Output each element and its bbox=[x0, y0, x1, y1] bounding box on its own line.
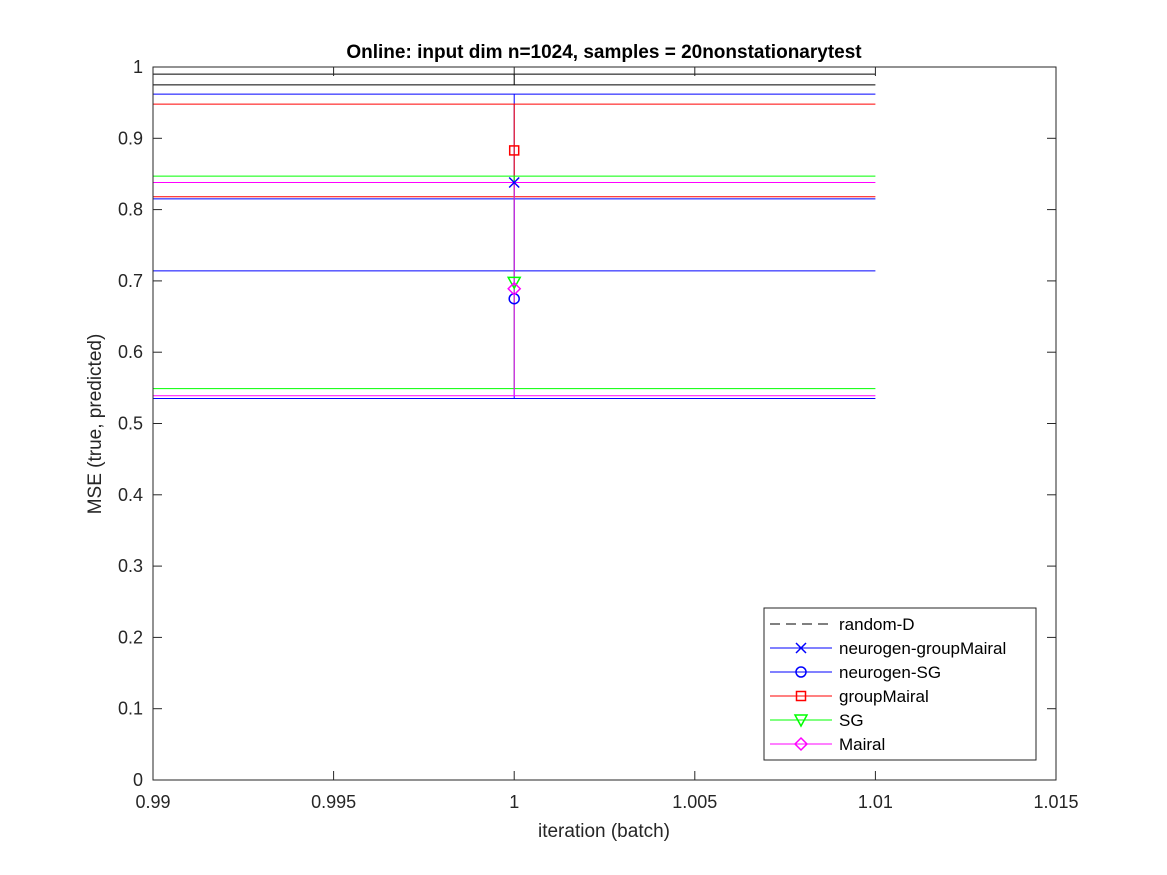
data-point-groupMairal bbox=[508, 145, 520, 156]
x-tick-label: 1 bbox=[509, 792, 519, 812]
legend-marker bbox=[795, 690, 807, 702]
y-tick-label: 0.4 bbox=[118, 485, 143, 505]
y-tick-label: 0.5 bbox=[118, 414, 143, 434]
legend-label: SG bbox=[839, 711, 864, 730]
legend-box bbox=[763, 607, 1037, 761]
legend-marker bbox=[793, 736, 809, 752]
y-tick-label: 0.3 bbox=[118, 556, 143, 576]
x-tick-label: 1.01 bbox=[858, 792, 893, 812]
legend-marker bbox=[795, 642, 807, 654]
data-point-Mairal bbox=[507, 281, 522, 296]
legend-label: random-D bbox=[839, 615, 915, 634]
legend-marker bbox=[795, 666, 807, 678]
legend-entry: groupMairal bbox=[770, 687, 929, 706]
legend-marker bbox=[793, 714, 809, 728]
legend-label: groupMairal bbox=[839, 687, 929, 706]
legend-entry: Mairal bbox=[770, 735, 885, 754]
y-tick-label: 0.2 bbox=[118, 627, 143, 647]
x-tick-label: 1.015 bbox=[1033, 792, 1078, 812]
marker-x-stroke bbox=[795, 642, 807, 654]
y-tick-label: 1 bbox=[133, 57, 143, 77]
data-point-neurogen-groupMairal bbox=[508, 176, 520, 189]
legend-label: neurogen-SG bbox=[839, 663, 941, 682]
x-tick-label: 0.995 bbox=[311, 792, 356, 812]
y-tick-label: 0.6 bbox=[118, 342, 143, 362]
legend-label: neurogen-groupMairal bbox=[839, 639, 1006, 658]
marker-x-stroke bbox=[508, 176, 520, 189]
legend-label: Mairal bbox=[839, 735, 885, 754]
legend-entry: neurogen-groupMairal bbox=[770, 639, 1006, 658]
y-tick-label: 0.7 bbox=[118, 271, 143, 291]
legend-entry: SG bbox=[770, 711, 864, 730]
y-tick-label: 0.1 bbox=[118, 699, 143, 719]
legend-entry: random-D bbox=[770, 615, 915, 634]
chart-title: Online: input dim n=1024, samples = 20no… bbox=[346, 42, 862, 63]
data-point-SG bbox=[506, 276, 522, 290]
legend-entry: neurogen-SG bbox=[770, 663, 941, 682]
tick-group: 0.99 0.995 1 1.005 1.01 1.015 0 0.1 0.2 0.3 0.4 0.5… bbox=[118, 57, 1079, 812]
y-tick-label: 0 bbox=[133, 770, 143, 790]
marker-group bbox=[506, 145, 522, 305]
x-axis-label: iteration (batch) bbox=[538, 821, 670, 842]
y-axis-label: MSE (true, predicted) bbox=[85, 334, 106, 515]
legend: random-D neurogen-groupMairal neurogen-SG g… bbox=[763, 607, 1037, 761]
y-tick-label: 0.9 bbox=[118, 128, 143, 148]
x-tick-label: 0.99 bbox=[135, 792, 170, 812]
x-tick-label: 1.005 bbox=[672, 792, 717, 812]
y-tick-label: 0.8 bbox=[118, 200, 143, 220]
